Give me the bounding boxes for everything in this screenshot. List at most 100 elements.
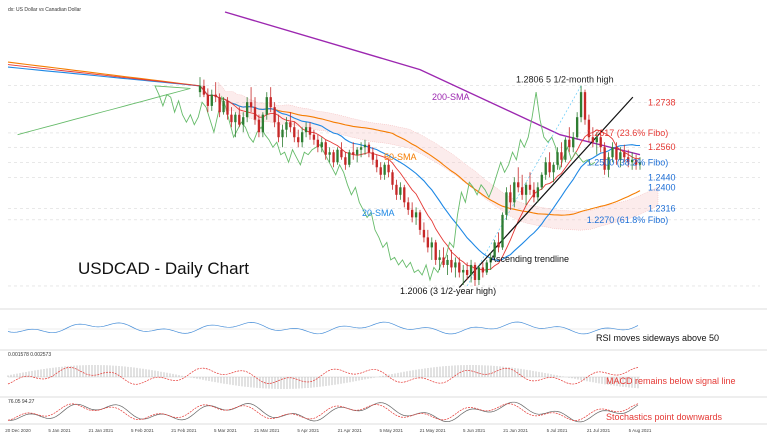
candle-body bbox=[269, 97, 272, 108]
candle-body bbox=[560, 152, 563, 160]
macd-panel bbox=[7, 365, 640, 389]
candle-body bbox=[289, 122, 292, 128]
candle-body bbox=[548, 162, 551, 173]
candle-body bbox=[615, 147, 618, 160]
x-tick-label: 21 Mar 2021 bbox=[254, 428, 280, 433]
candle-body bbox=[595, 137, 598, 143]
candle-body bbox=[414, 212, 418, 218]
candle-body bbox=[308, 127, 312, 135]
x-tick-label: 21 Jan 2021 bbox=[89, 428, 114, 433]
candle-body bbox=[489, 257, 492, 263]
sma20-label: 20-SMA bbox=[362, 208, 395, 218]
price-gridlines bbox=[8, 85, 760, 287]
candle-body bbox=[473, 264, 477, 280]
price-levels: 1.2806 5 1/2-month high 1.2738 1.2617 (23.… bbox=[516, 75, 676, 225]
candle-body bbox=[513, 182, 516, 203]
macd-note: MACD remains below signal line bbox=[606, 376, 736, 386]
candle-body bbox=[520, 187, 524, 195]
candle-body bbox=[505, 192, 508, 215]
candle-body bbox=[583, 92, 587, 120]
candle-body bbox=[434, 242, 437, 260]
candle-body bbox=[509, 192, 512, 203]
price-level-label: 1.2316 bbox=[648, 203, 676, 213]
candle-body bbox=[214, 94, 217, 98]
price-level-label: 1.2500 (38.2% Fibo) bbox=[587, 157, 669, 167]
candle-body bbox=[501, 214, 504, 248]
candle-body bbox=[591, 137, 595, 143]
trendline-label: Ascending trendline bbox=[490, 254, 569, 264]
candle-body bbox=[281, 129, 284, 138]
chart-title: USDCAD - Daily Chart bbox=[78, 259, 249, 278]
candle-body bbox=[634, 159, 638, 165]
candle-body bbox=[619, 152, 622, 160]
ascending-trendline bbox=[458, 96, 634, 288]
chikou-line bbox=[17, 85, 596, 282]
candle-body bbox=[458, 262, 461, 273]
candle-body bbox=[387, 164, 390, 173]
candle-body bbox=[477, 267, 481, 280]
rsi-line bbox=[7, 321, 639, 335]
candle-body bbox=[540, 174, 543, 188]
candle-body bbox=[257, 119, 261, 133]
candle-body bbox=[627, 157, 630, 163]
candle-body bbox=[261, 114, 265, 133]
macd-header: 0.001578 0.002573 bbox=[8, 352, 51, 358]
cloud-area bbox=[217, 81, 659, 231]
stoch-note: Stochastics point downwards bbox=[606, 412, 723, 422]
candle-body bbox=[599, 137, 602, 148]
candle-body bbox=[226, 100, 229, 115]
candle-body bbox=[304, 127, 308, 133]
candle-body bbox=[198, 85, 202, 93]
candle-body bbox=[359, 147, 363, 150]
candle-body bbox=[623, 152, 626, 158]
x-tick-label: 21 Apr 2021 bbox=[338, 428, 363, 433]
candle-body bbox=[230, 114, 233, 123]
candle-body bbox=[407, 202, 410, 210]
price-level-label: 1.2806 5 1/2-month high bbox=[516, 75, 614, 85]
fibo-guide bbox=[466, 85, 582, 287]
candle-body bbox=[245, 102, 249, 118]
candle-body bbox=[572, 137, 575, 148]
x-axis: 20 Dec 2020 5 Jan 2021 21 Jan 2021 5 Feb 20… bbox=[5, 428, 652, 433]
sma50-label: 50-SMA bbox=[384, 152, 417, 162]
candle-body bbox=[383, 164, 386, 175]
candle-body bbox=[532, 189, 536, 198]
x-tick-label: 21 Feb 2021 bbox=[171, 428, 197, 433]
macd-signal-line bbox=[7, 367, 639, 385]
candle-body bbox=[422, 229, 426, 238]
low-label: 1.2006 (3 1/2-year high) bbox=[400, 286, 496, 296]
x-tick-label: 5 Jul 2021 bbox=[547, 428, 568, 433]
candle-body bbox=[536, 187, 540, 198]
candle-body bbox=[391, 172, 394, 185]
x-tick-label: 5 Jun 2021 bbox=[463, 428, 486, 433]
candle-body bbox=[328, 152, 331, 155]
candle-body bbox=[638, 162, 642, 165]
candle-body bbox=[234, 114, 237, 123]
stoch-header: 76.05 94.27 bbox=[8, 399, 35, 405]
candle-body bbox=[238, 114, 241, 125]
candle-body bbox=[481, 267, 485, 273]
x-tick-label: 21 May 2021 bbox=[420, 428, 447, 433]
candle-body bbox=[320, 142, 323, 148]
candle-body bbox=[367, 144, 371, 153]
x-tick-label: 21 Jun 2021 bbox=[503, 428, 528, 433]
candle-body bbox=[446, 259, 449, 265]
stoch-k-line bbox=[7, 401, 639, 423]
candle-body bbox=[273, 107, 276, 123]
candle-body bbox=[242, 117, 245, 125]
candle-body bbox=[265, 97, 268, 115]
candle-body bbox=[375, 159, 378, 168]
x-tick-label: 5 May 2021 bbox=[379, 428, 403, 433]
candle-body bbox=[493, 242, 496, 258]
x-tick-label: 20 Dec 2020 bbox=[5, 428, 31, 433]
rsi-note: RSI moves sideways above 50 bbox=[596, 333, 719, 343]
candle-body bbox=[210, 94, 213, 106]
candle-body bbox=[344, 157, 347, 165]
candle-body bbox=[379, 167, 382, 175]
price-level-label: 1.2560 bbox=[648, 142, 676, 152]
price-level-label: 1.2617 (23.6% Fibo) bbox=[587, 128, 669, 138]
candle-body bbox=[249, 102, 253, 108]
candle-body bbox=[395, 184, 398, 195]
candle-body bbox=[352, 152, 355, 155]
